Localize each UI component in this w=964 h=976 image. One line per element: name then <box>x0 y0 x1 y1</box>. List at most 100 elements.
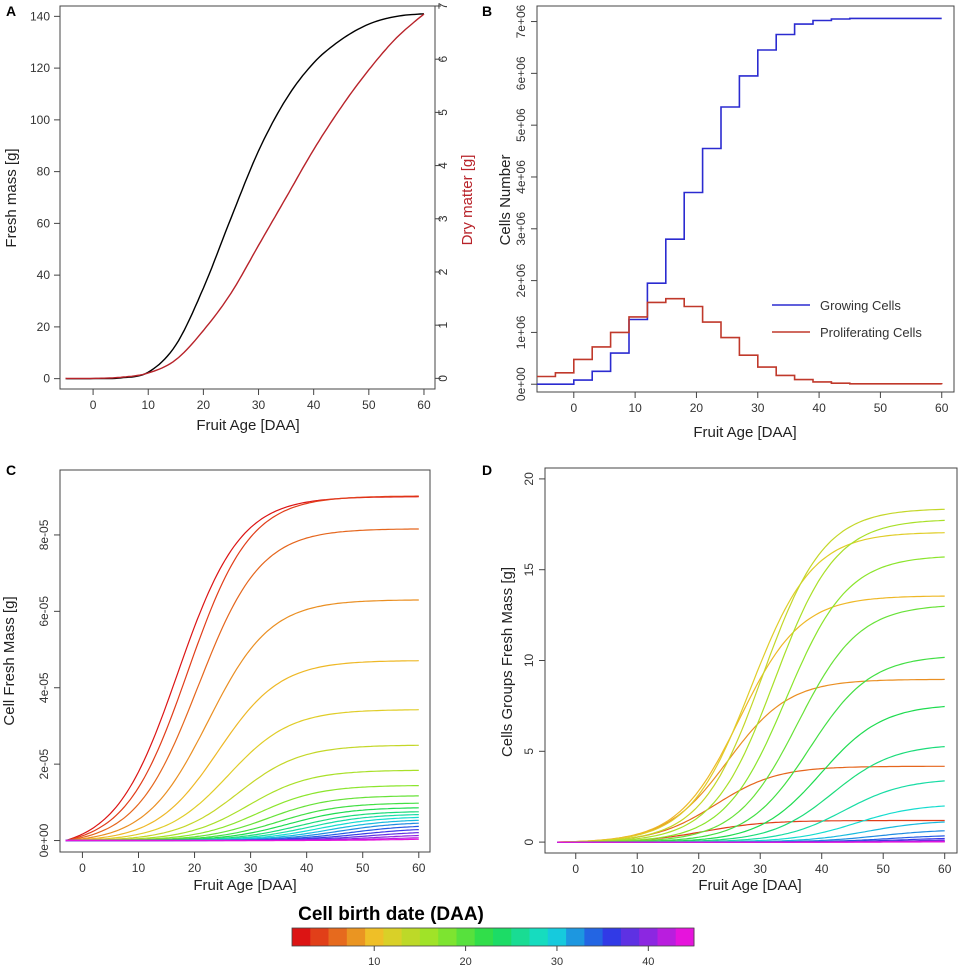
colorbar-swatches <box>292 928 695 946</box>
plot-frame <box>59 469 431 853</box>
y-tick-label: 60 <box>37 216 51 230</box>
y-tick-label: 0 <box>522 838 536 845</box>
panel-label-a: A <box>6 3 16 19</box>
colorbar-swatch <box>438 928 457 946</box>
y-tick-label: 2 <box>436 268 450 275</box>
y-tick-label: 3e+06 <box>514 212 528 246</box>
series-line-birth-9 <box>65 660 419 842</box>
x-tick-label: 30 <box>754 862 768 876</box>
series-line-birth-7 <box>65 599 419 842</box>
series-line-birth-15 <box>557 519 945 843</box>
legend-label-growing-cells: Growing Cells <box>820 298 901 313</box>
y-tick-label: 40 <box>37 268 51 282</box>
colorbar-swatch <box>310 928 330 946</box>
y-tick-label: 0e+00 <box>514 367 528 401</box>
colorbar-tick-label: 40 <box>642 956 654 968</box>
series-line-growing-cells <box>537 17 942 386</box>
x-tick-label: 60 <box>417 398 431 412</box>
y-tick-label: 4 <box>436 162 450 169</box>
x-tick-label: 20 <box>692 862 706 876</box>
y-tick-label: 20 <box>522 472 536 486</box>
x-tick-label: 10 <box>628 401 642 415</box>
y-tick-label: 15 <box>522 563 536 577</box>
x-tick-label: 40 <box>815 862 829 876</box>
colorbar-ticks: 10 20 30 40 <box>368 946 654 968</box>
y-tick-label: 7 <box>436 2 450 9</box>
x-axis: 0 10 20 30 40 50 60 <box>79 852 426 875</box>
x-tick-label: 30 <box>751 401 765 415</box>
colorbar: Cell birth date (DAA) 10 20 30 40 <box>291 904 695 968</box>
y-tick-label: 7e+06 <box>514 4 528 38</box>
y-axis-label: Fresh mass [g] <box>3 148 20 247</box>
y-tick-label: 6 <box>436 56 450 63</box>
y-axis: 0e+00 1e+06 2e+06 3e+06 4e+06 5e+06 6e+06 7e+06 <box>514 4 537 401</box>
legend-label-proliferating-cells: Proliferating Cells <box>820 325 922 340</box>
series-lines <box>65 495 419 842</box>
colorbar-swatch <box>419 928 439 946</box>
series-line-birth-5 <box>557 765 945 843</box>
series-line-dry-matter <box>65 13 425 380</box>
x-axis-label: Fruit Age [DAA] <box>193 877 296 894</box>
colorbar-swatch <box>401 928 421 946</box>
colorbar-swatch <box>675 928 695 946</box>
series-line-birth-19 <box>557 605 945 843</box>
colorbar-swatch <box>620 928 640 946</box>
panel-b-cells-number-chart: 0 10 20 30 40 50 60 0e+00 1e+06 2e+06 3e+06 4e+06 5… <box>497 4 955 441</box>
colorbar-swatch <box>657 928 677 946</box>
colorbar-swatch <box>383 928 403 946</box>
y-tick-label: 3 <box>436 215 450 222</box>
y-tick-label: 100 <box>30 113 50 127</box>
y-tick-label: 1 <box>436 322 450 329</box>
colorbar-swatch <box>346 928 366 946</box>
y-axis: 0e+00 2e-05 4e-05 6e-05 8e-05 <box>37 519 60 857</box>
y-tick-label: 6e+06 <box>514 56 528 90</box>
colorbar-swatch <box>365 928 384 946</box>
series-line-birth-5 <box>65 528 419 842</box>
x-axis: 0 10 20 30 40 50 60 <box>90 389 431 412</box>
series-line-proliferating-cells <box>537 297 943 385</box>
x-tick-label: 40 <box>307 398 321 412</box>
y-axis-label: Cell Fresh Mass [g] <box>1 596 18 725</box>
series-line-birth-3 <box>65 495 419 842</box>
panel-label-d: D <box>482 462 492 478</box>
x-tick-label: 0 <box>79 861 86 875</box>
colorbar-swatch <box>584 928 604 946</box>
y-tick-label: 1e+06 <box>514 315 528 349</box>
x-tick-label: 30 <box>252 398 266 412</box>
x-tick-label: 20 <box>197 398 211 412</box>
panel-label-c: C <box>6 462 16 478</box>
x-tick-label: 30 <box>244 861 258 875</box>
x-axis-label: Fruit Age [DAA] <box>196 417 299 434</box>
x-tick-label: 0 <box>570 401 577 415</box>
x-tick-label: 10 <box>142 398 156 412</box>
x-tick-label: 60 <box>938 862 952 876</box>
y-tick-label: 5 <box>436 109 450 116</box>
series-lines <box>557 508 945 843</box>
y-tick-label: 120 <box>30 61 50 75</box>
y-tick-label: 20 <box>37 320 51 334</box>
y-tick-label: 6e-05 <box>37 596 51 627</box>
y-tick-label: 5 <box>522 748 536 755</box>
series-lines <box>537 17 943 386</box>
x-tick-label: 10 <box>631 862 645 876</box>
series-line-birth-11 <box>65 709 419 842</box>
y-axis: 0 5 10 15 20 <box>522 472 545 845</box>
colorbar-swatch <box>511 928 531 946</box>
colorbar-title: Cell birth date (DAA) <box>298 904 484 925</box>
x-tick-label: 60 <box>935 401 949 415</box>
panel-a-fresh-dry-mass-chart: 0 10 20 30 40 50 60 0 20 40 60 80 100 120 140 0 1 2 3 4 5 6… <box>3 2 476 434</box>
colorbar-tick-label: 30 <box>551 956 563 968</box>
plot-frame <box>59 5 436 390</box>
y-axis-right: 0 1 2 3 4 5 6 7 <box>435 2 450 382</box>
x-axis: 0 10 20 30 40 50 60 <box>572 853 952 876</box>
series-line-birth-13 <box>557 508 945 843</box>
colorbar-swatch <box>292 928 311 946</box>
y-tick-label: 80 <box>37 165 51 179</box>
y-tick-label: 0 <box>43 372 50 386</box>
x-tick-label: 50 <box>874 401 888 415</box>
series-line-birth-11 <box>557 532 945 843</box>
y-tick-label: 10 <box>522 654 536 668</box>
colorbar-swatch <box>602 928 622 946</box>
colorbar-swatch <box>566 928 585 946</box>
